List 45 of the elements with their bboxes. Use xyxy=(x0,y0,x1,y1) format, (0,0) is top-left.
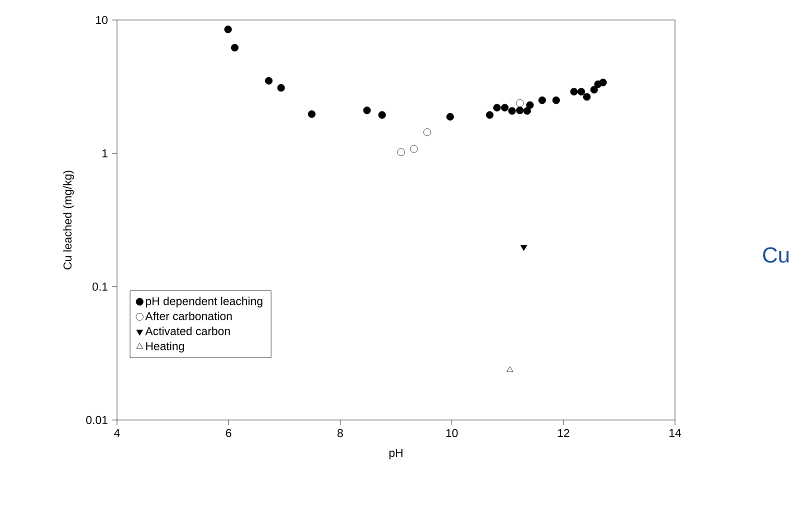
point xyxy=(520,245,528,251)
y-tick-label: 1 xyxy=(102,149,108,158)
point xyxy=(516,106,524,114)
point xyxy=(552,96,560,104)
point xyxy=(501,104,509,112)
point xyxy=(570,88,578,96)
point xyxy=(410,145,418,153)
legend-label: Activated carbon xyxy=(145,326,230,336)
point xyxy=(423,128,432,136)
point xyxy=(486,111,494,119)
legend-label: pH dependent leaching xyxy=(146,296,262,308)
y-tick-label: 0.1 xyxy=(92,282,108,291)
point xyxy=(378,111,386,119)
legend-label: After carbonation xyxy=(145,312,232,320)
point xyxy=(599,78,607,86)
x-tick-label: 14 xyxy=(670,429,682,437)
point xyxy=(523,107,531,115)
point xyxy=(493,104,501,112)
point xyxy=(264,76,273,85)
legend-label: Heating xyxy=(146,342,184,352)
point xyxy=(590,86,598,94)
x-tick-label: 8 xyxy=(338,429,343,438)
point xyxy=(506,366,514,372)
x-tick-label: 4 xyxy=(114,429,120,437)
point xyxy=(308,110,316,118)
point xyxy=(583,93,591,101)
point xyxy=(446,112,454,121)
point xyxy=(230,44,239,52)
y-tick-label: 0.01 xyxy=(86,416,108,424)
y-axis-title: Cu leached (mg/kg) xyxy=(63,170,74,270)
y-tick-label: 10 xyxy=(96,16,108,24)
point xyxy=(538,96,546,104)
x-tick-label: 6 xyxy=(226,429,232,438)
point xyxy=(363,106,371,114)
x-tick-label: 12 xyxy=(558,429,570,438)
point xyxy=(224,26,232,34)
point xyxy=(526,101,534,109)
text: Cu xyxy=(763,247,789,263)
point xyxy=(577,88,586,96)
point xyxy=(397,148,405,156)
x-axis-title: pH xyxy=(389,448,402,460)
point xyxy=(516,99,524,107)
point xyxy=(508,107,516,115)
point xyxy=(277,84,285,92)
x-tick-label: 10 xyxy=(446,429,458,438)
